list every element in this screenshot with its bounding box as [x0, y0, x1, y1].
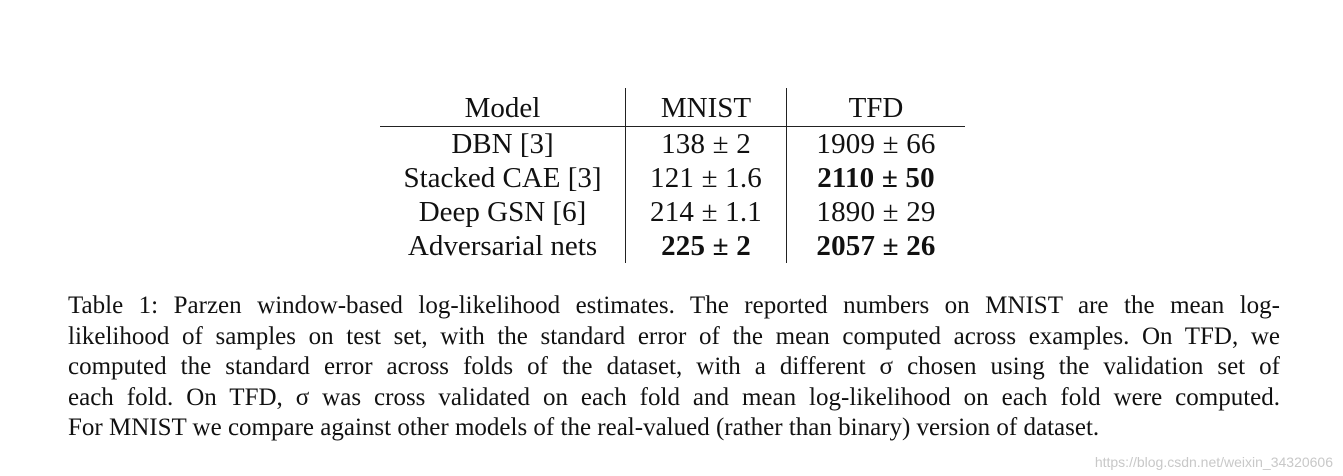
table-row: DBN [3] 138 ± 2 1909 ± 66: [380, 126, 965, 161]
header-tfd: TFD: [786, 88, 965, 127]
cell-mnist: 214 ± 1.1: [625, 195, 787, 229]
cell-model: DBN [3]: [451, 128, 554, 160]
cell-tfd: 1909 ± 66: [786, 126, 965, 161]
cell-mnist: 225 ± 2: [625, 229, 787, 263]
cell-tfd: 2110 ± 50: [786, 161, 965, 195]
cell-model: Adversarial nets: [407, 230, 598, 262]
results-table-container: Model MNIST TFD DBN [3] 138 ± 2 1909 ± 6…: [380, 88, 965, 263]
table-header-row: Model MNIST TFD: [380, 88, 965, 127]
caption-line: Table 1: Parzen window-based log-likelih…: [68, 292, 1280, 319]
table-caption: Table 1: Parzen window-based log-likelih…: [68, 291, 1280, 444]
cell-tfd: 2057 ± 26: [786, 229, 965, 263]
watermark: https://blog.csdn.net/weixin_34320606: [1094, 454, 1333, 470]
table-row: Adversarial nets 225 ± 2 2057 ± 26: [380, 229, 965, 263]
results-table: Model MNIST TFD DBN [3] 138 ± 2 1909 ± 6…: [380, 88, 965, 263]
table-row: Stacked CAE [3] 121 ± 1.6 2110 ± 50: [380, 161, 965, 195]
caption-line: computed the standard error across folds…: [68, 353, 1280, 380]
caption-line: For MNIST we compare against other model…: [68, 414, 1100, 441]
table-body: DBN [3] 138 ± 2 1909 ± 66 Stacked CAE [3…: [380, 126, 965, 263]
cell-tfd: 1890 ± 29: [786, 195, 965, 229]
header-model: Model: [380, 88, 626, 127]
caption-line: likelihood of samples on test set, with …: [68, 322, 1280, 350]
cell-model: Stacked CAE [3]: [403, 162, 602, 194]
cell-mnist: 121 ± 1.6: [625, 161, 787, 195]
cell-mnist: 138 ± 2: [625, 126, 787, 161]
caption-line: each fold. On TFD, σ was cross validated…: [68, 383, 1280, 411]
header-mnist: MNIST: [625, 88, 787, 127]
cell-model: Deep GSN [6]: [418, 196, 587, 228]
table-row: Deep GSN [6] 214 ± 1.1 1890 ± 29: [380, 195, 965, 229]
